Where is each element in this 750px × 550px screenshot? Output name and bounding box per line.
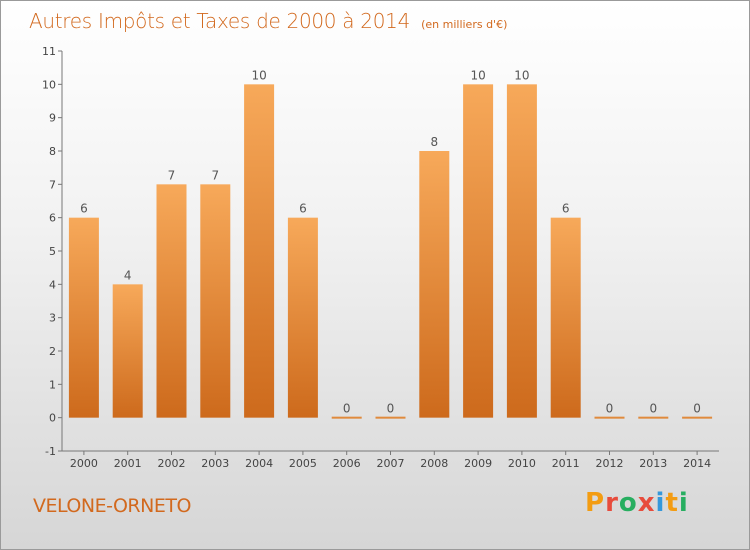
- x-tick-label-2003: 2003: [201, 457, 229, 470]
- bar-2012: [594, 416, 625, 419]
- bar-2009: [463, 84, 494, 418]
- bar-2001: [112, 284, 143, 418]
- y-tick-label: 9: [49, 112, 56, 125]
- y-tick-label: 11: [42, 45, 56, 58]
- data-label-2014: 0: [693, 402, 701, 416]
- data-label-2003: 7: [211, 168, 219, 182]
- data-label-2009: 10: [470, 68, 485, 82]
- bar-2011: [550, 217, 581, 418]
- data-label-2002: 7: [168, 168, 176, 182]
- chart-title-text: Autres Impôts et Taxes de 2000 à 2014: [29, 9, 410, 33]
- bar-2014: [682, 416, 713, 419]
- data-label-2008: 8: [430, 135, 438, 149]
- x-tick-label-2014: 2014: [683, 457, 711, 470]
- y-tick-label: 3: [49, 312, 56, 325]
- data-label-2013: 0: [649, 402, 657, 416]
- bar-2008: [419, 151, 450, 418]
- bar-2004: [244, 84, 275, 418]
- logo-letter: x: [637, 488, 656, 518]
- y-tick-label: 7: [49, 178, 56, 191]
- y-tick-label: 10: [42, 78, 56, 91]
- x-tick-label-2000: 2000: [70, 457, 98, 470]
- logo-letter: o: [618, 488, 638, 518]
- chart-title: Autres Impôts et Taxes de 2000 à 2014 (e…: [29, 9, 507, 33]
- proxiti-logo: Proxiti: [585, 488, 689, 518]
- bar-2006: [331, 416, 362, 419]
- x-tick-label-2005: 2005: [289, 457, 317, 470]
- data-label-2006: 0: [343, 402, 351, 416]
- x-tick-label-2013: 2013: [639, 457, 667, 470]
- logo-letter: i: [655, 488, 666, 518]
- logo-letter: t: [665, 488, 679, 518]
- x-tick-label-2011: 2011: [552, 457, 580, 470]
- x-tick-label-2010: 2010: [508, 457, 536, 470]
- bar-2007: [375, 416, 406, 419]
- data-label-2000: 6: [80, 202, 88, 216]
- y-tick-label: 1: [49, 378, 56, 391]
- x-tick-label-2001: 2001: [114, 457, 142, 470]
- bar-2002: [156, 184, 187, 418]
- logo-letter: P: [585, 488, 606, 518]
- y-tick-label: 2: [49, 345, 56, 358]
- data-label-2011: 6: [562, 202, 570, 216]
- x-tick-label-2012: 2012: [596, 457, 624, 470]
- x-tick-label-2004: 2004: [245, 457, 273, 470]
- data-label-2012: 0: [606, 402, 614, 416]
- x-tick-label-2006: 2006: [333, 457, 361, 470]
- logo-letter: r: [605, 488, 619, 518]
- y-tick-label: 6: [49, 212, 56, 225]
- y-tick-label: 8: [49, 145, 56, 158]
- commune-name: VELONE-ORNETO: [33, 495, 191, 517]
- data-label-2004: 10: [251, 68, 266, 82]
- y-tick-label: 5: [49, 245, 56, 258]
- bar-2000: [68, 217, 99, 418]
- data-label-2005: 6: [299, 202, 307, 216]
- bar-2005: [287, 217, 318, 418]
- x-tick-label-2008: 2008: [420, 457, 448, 470]
- x-tick-label-2007: 2007: [377, 457, 405, 470]
- y-tick-label: 4: [49, 278, 56, 291]
- data-label-2007: 0: [387, 402, 395, 416]
- x-tick-label-2009: 2009: [464, 457, 492, 470]
- bar-2003: [200, 184, 231, 418]
- x-tick-label-2002: 2002: [158, 457, 186, 470]
- data-label-2001: 4: [124, 268, 132, 282]
- bar-2010: [506, 84, 537, 418]
- data-label-2010: 10: [514, 68, 529, 82]
- chart-unit: (en milliers d'€): [421, 18, 508, 31]
- bar-2013: [638, 416, 669, 419]
- logo-letter: i: [678, 488, 689, 518]
- y-tick-label: -1: [45, 445, 56, 458]
- y-tick-label: 0: [49, 412, 56, 425]
